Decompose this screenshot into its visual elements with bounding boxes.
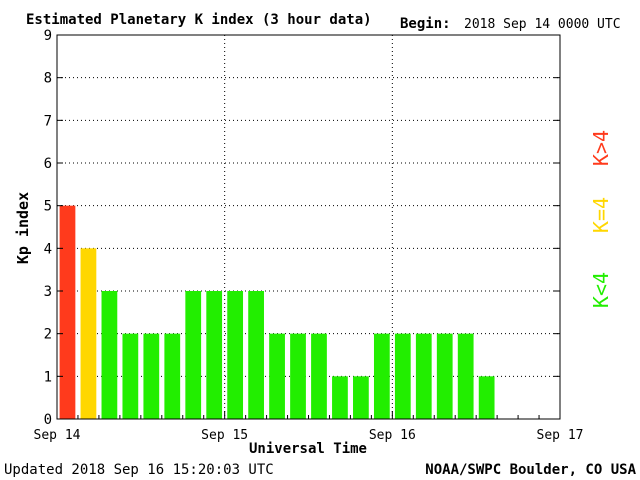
kp-bar (80, 248, 97, 419)
x-tick-label: Sep 15 (201, 428, 248, 443)
kp-bar (290, 333, 306, 419)
x-tick-label: Sep 14 (34, 428, 81, 443)
grid (57, 35, 560, 419)
y-tick-label: 6 (44, 156, 52, 172)
kp-bar (415, 333, 432, 419)
kp-bar (164, 333, 181, 419)
kp-bar (332, 376, 348, 419)
y-tick-label: 3 (44, 284, 52, 300)
y-tick-label: 9 (44, 28, 52, 44)
source-credit: NOAA/SWPC Boulder, CO USA (425, 462, 636, 478)
updated-timestamp: Updated 2018 Sep 16 15:20:03 UTC (4, 462, 274, 478)
kp-bar (353, 376, 369, 419)
y-tick-label: 4 (44, 241, 52, 257)
kp-bar (478, 376, 495, 419)
kp-bar (185, 291, 202, 419)
kp-bar (206, 291, 223, 419)
kp-bar (457, 333, 474, 419)
chart-title: Estimated Planetary K index (3 hour data… (26, 12, 372, 28)
x-axis-label: Universal Time (249, 441, 367, 457)
kp-bar (227, 291, 244, 419)
kp-bar (311, 333, 327, 419)
legend-k-greater-4: K>4 (589, 130, 613, 166)
y-tick-label: 7 (44, 113, 52, 129)
kp-bar (101, 291, 118, 419)
kp-bar (248, 291, 264, 419)
begin-label: Begin: (400, 16, 451, 32)
kp-bar (122, 333, 139, 419)
begin-value: 2018 Sep 14 0000 UTC (464, 17, 621, 32)
x-tick-label: Sep 17 (537, 428, 584, 443)
kp-bar (394, 333, 411, 419)
kp-bar (269, 333, 285, 419)
y-tick-label: 8 (44, 71, 52, 87)
kp-bar (436, 333, 453, 419)
bars (59, 205, 495, 419)
kp-bar (143, 333, 160, 419)
y-tick-label: 1 (44, 369, 52, 385)
y-tick-label: 2 (44, 327, 52, 343)
legend-k-equal-4: K=4 (589, 197, 613, 233)
kp-bar (373, 333, 390, 419)
axis-ticks: 0 1 2 3 4 5 6 7 8 9 Sep 14 Sep 15 Sep 16 Sep 17 (34, 28, 584, 443)
legend-k-less-4: K<4 (589, 272, 613, 308)
y-axis-label: Kp index (14, 192, 32, 264)
kp-bar (59, 205, 76, 419)
y-tick-label: 5 (44, 199, 52, 215)
y-tick-label: 0 (44, 412, 52, 428)
x-tick-label: Sep 16 (369, 428, 416, 443)
